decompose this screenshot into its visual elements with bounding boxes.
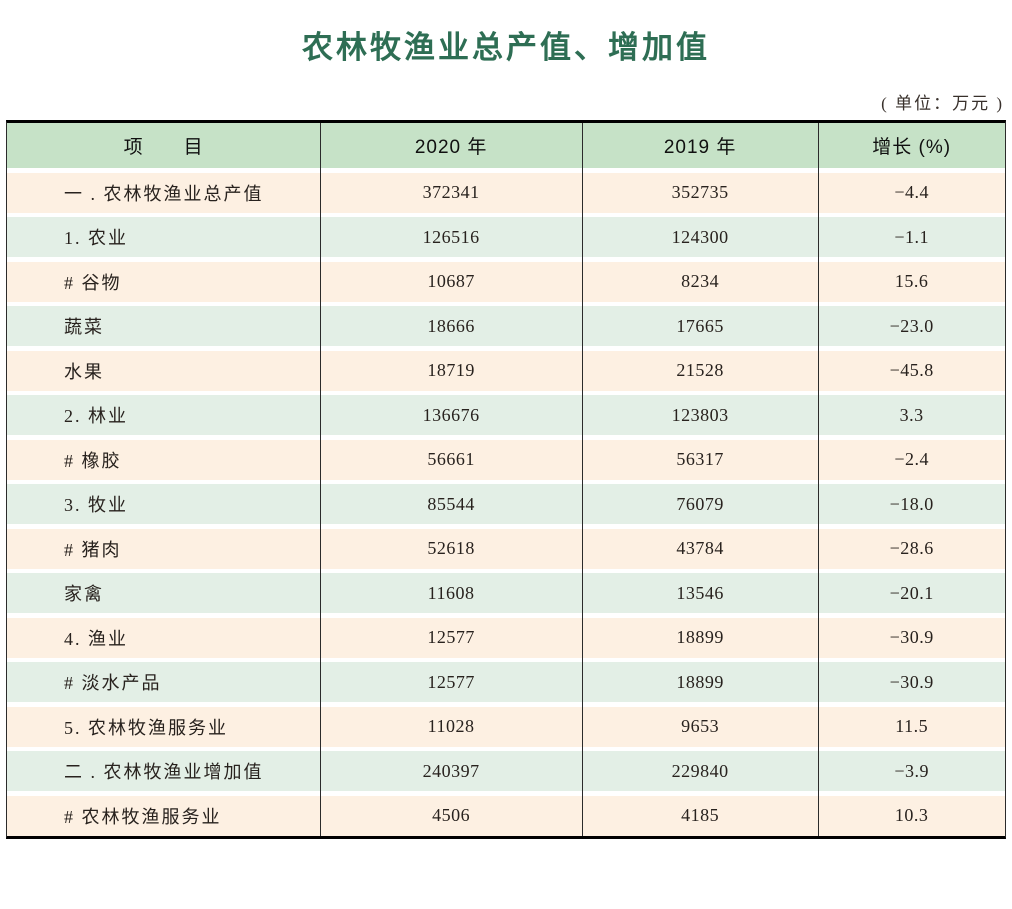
table-row: # 猪肉 52618 43784 −28.6 xyxy=(7,528,1005,569)
value-2020: 4506 xyxy=(432,805,471,825)
value-2020: 240397 xyxy=(422,760,480,781)
value-2020: 12577 xyxy=(427,627,475,647)
value-2020: 85544 xyxy=(427,493,475,514)
table-row: # 农林牧渔服务业 4506 4185 10.3 xyxy=(7,795,1005,836)
header-growth: 增长 (%) xyxy=(872,137,952,158)
row-label: 5. 农林牧渔服务业 xyxy=(64,717,228,738)
row-label: 3. 牧业 xyxy=(64,495,128,515)
row-label: # 谷物 xyxy=(64,272,122,293)
value-2019: 43784 xyxy=(676,538,724,558)
value-2019: 17665 xyxy=(676,315,724,336)
value-2019: 56317 xyxy=(676,449,724,469)
value-growth: 3.3 xyxy=(899,404,924,425)
value-2019: 9653 xyxy=(681,716,720,736)
value-growth: 15.6 xyxy=(894,271,929,291)
row-label: # 农林牧渔服务业 xyxy=(64,806,222,827)
value-2019: 229840 xyxy=(671,760,729,781)
value-2020: 18719 xyxy=(427,360,475,380)
value-2019: 124300 xyxy=(671,226,729,247)
row-label: # 橡胶 xyxy=(64,450,122,471)
value-growth: −18.0 xyxy=(889,493,934,514)
value-growth: 10.3 xyxy=(894,805,929,825)
row-label: 蔬菜 xyxy=(64,317,104,337)
value-growth: −1.1 xyxy=(894,226,929,247)
value-2020: 10687 xyxy=(427,271,475,291)
row-label: 4. 渔业 xyxy=(64,628,128,649)
row-label: # 猪肉 xyxy=(64,539,122,560)
value-2020: 52618 xyxy=(427,538,475,558)
value-2020: 136676 xyxy=(422,404,480,425)
value-2019: 21528 xyxy=(676,360,724,380)
value-2020: 11608 xyxy=(427,582,475,603)
value-growth: −45.8 xyxy=(889,360,934,380)
row-label: 1. 农业 xyxy=(64,228,128,248)
header-2020: 2020 年 xyxy=(414,137,488,158)
value-2019: 352735 xyxy=(671,182,729,202)
value-2019: 13546 xyxy=(676,582,724,603)
value-growth: −28.6 xyxy=(889,538,934,558)
table-row: 3. 牧业 85544 76079 −18.0 xyxy=(7,484,1005,524)
column-divider xyxy=(581,123,583,836)
table-row: 二 . 农林牧渔业增加值 240397 229840 −3.9 xyxy=(7,751,1005,791)
header-2019: 2019 年 xyxy=(663,137,737,158)
value-growth: −30.9 xyxy=(889,627,934,647)
table-row: 家禽 11608 13546 −20.1 xyxy=(7,573,1005,613)
table-row: # 橡胶 56661 56317 −2.4 xyxy=(7,439,1005,480)
value-2020: 11028 xyxy=(427,716,475,736)
value-growth: −3.9 xyxy=(894,760,929,781)
value-2019: 18899 xyxy=(676,671,724,692)
value-2019: 123803 xyxy=(671,404,729,425)
value-2019: 76079 xyxy=(676,493,724,514)
value-2020: 372341 xyxy=(422,182,480,202)
value-2020: 56661 xyxy=(427,449,475,469)
value-2019: 4185 xyxy=(681,805,720,825)
data-table: 项 目 2020 年 2019 年 增长 (%) 一 . 农林牧渔业总产值 37… xyxy=(6,120,1006,839)
table-row: 水果 18719 21528 −45.8 xyxy=(7,350,1005,391)
page: 农林牧渔业总产值、增加值 ( 单位：万元 ) 项 目 2020 年 2019 年… xyxy=(6,22,1006,839)
value-2020: 12577 xyxy=(427,671,475,692)
value-2019: 8234 xyxy=(681,271,720,291)
row-label: 一 . 农林牧渔业总产值 xyxy=(64,183,264,204)
header-item: 项 目 xyxy=(123,137,204,158)
table-row: # 淡水产品 12577 18899 −30.9 xyxy=(7,662,1005,702)
unit-note: ( 单位：万元 ) xyxy=(881,94,1004,113)
value-growth: −23.0 xyxy=(889,315,934,336)
table-row: # 谷物 10687 8234 15.6 xyxy=(7,261,1005,302)
value-growth: −20.1 xyxy=(889,582,934,603)
table-row: 1. 农业 126516 124300 −1.1 xyxy=(7,217,1005,257)
table-row: 蔬菜 18666 17665 −23.0 xyxy=(7,306,1005,346)
value-growth: −4.4 xyxy=(894,182,929,202)
table-row: 5. 农林牧渔服务业 11028 9653 11.5 xyxy=(7,706,1005,747)
value-growth: −30.9 xyxy=(889,671,934,692)
table-row: 2. 林业 136676 123803 3.3 xyxy=(7,395,1005,435)
column-divider xyxy=(320,123,322,836)
row-label: 家禽 xyxy=(64,584,104,604)
page-title: 农林牧渔业总产值、增加值 xyxy=(302,30,710,65)
row-label: 二 . 农林牧渔业增加值 xyxy=(64,762,264,782)
table-row: 一 . 农林牧渔业总产值 372341 352735 −4.4 xyxy=(7,172,1005,213)
value-growth: −2.4 xyxy=(894,449,929,469)
value-2019: 18899 xyxy=(676,627,724,647)
column-divider xyxy=(818,123,820,836)
value-growth: 11.5 xyxy=(895,716,929,736)
row-label: 2. 林业 xyxy=(64,406,128,426)
table-row: 4. 渔业 12577 18899 −30.9 xyxy=(7,617,1005,658)
value-2020: 126516 xyxy=(422,226,480,247)
table-header-row: 项 目 2020 年 2019 年 增长 (%) xyxy=(7,123,1005,168)
row-label: 水果 xyxy=(64,361,104,382)
value-2020: 18666 xyxy=(427,315,475,336)
row-label: # 淡水产品 xyxy=(64,673,162,693)
